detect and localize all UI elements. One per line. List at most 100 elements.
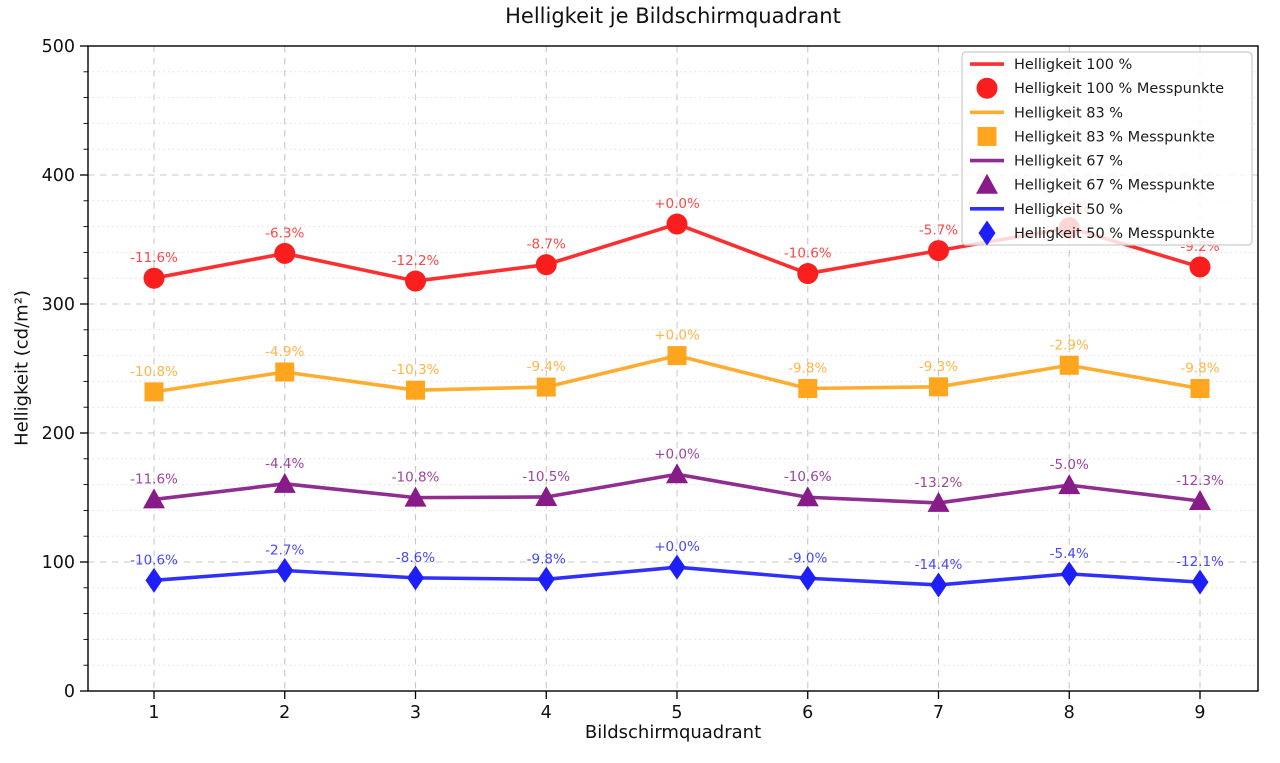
data-point-label: -2.7% bbox=[265, 543, 304, 559]
x-tick-label: 8 bbox=[1064, 703, 1075, 723]
data-point-marker bbox=[1058, 474, 1081, 495]
data-point-marker bbox=[406, 380, 425, 400]
data-point-label: -5.4% bbox=[1050, 546, 1089, 562]
data-point-marker bbox=[796, 486, 819, 507]
x-tick-label: 9 bbox=[1194, 703, 1205, 723]
data-point-marker bbox=[1059, 355, 1079, 375]
data-point-label: -10.6% bbox=[784, 469, 832, 485]
data-point-marker bbox=[274, 242, 296, 264]
data-point-label: -9.4% bbox=[527, 359, 566, 375]
data-point-label: +0.0% bbox=[654, 328, 700, 344]
x-tick-label: 4 bbox=[541, 703, 552, 723]
data-point-label: -9.8% bbox=[1180, 360, 1219, 376]
data-point-label: -10.8% bbox=[392, 470, 440, 486]
data-point-marker bbox=[929, 377, 948, 397]
data-point-marker bbox=[535, 485, 558, 506]
data-point-marker bbox=[404, 486, 427, 507]
data-point-marker bbox=[928, 240, 949, 262]
data-point-label: -4.9% bbox=[265, 344, 304, 360]
data-point-label: -9.8% bbox=[788, 360, 827, 376]
data-point-label: -8.6% bbox=[396, 550, 435, 566]
data-point-marker bbox=[537, 566, 555, 592]
data-point-label: -4.4% bbox=[265, 456, 304, 472]
data-point-label: -12.2% bbox=[392, 253, 440, 269]
data-point-marker bbox=[1189, 256, 1211, 278]
legend-marker-sample bbox=[976, 173, 998, 194]
data-point-marker bbox=[407, 565, 424, 591]
data-point-label: -8.7% bbox=[527, 237, 566, 253]
legend: Helligkeit 100 % Helligkeit 100 % Messpun… bbox=[961, 51, 1253, 246]
data-point-marker bbox=[143, 488, 165, 509]
data-point-marker bbox=[798, 378, 818, 398]
plot-border bbox=[87, 45, 1259, 692]
data-point-label: -5.0% bbox=[1050, 457, 1089, 473]
data-point-marker bbox=[535, 254, 557, 276]
data-point-marker bbox=[143, 267, 165, 289]
data-point-label: -2.9% bbox=[1050, 337, 1089, 353]
data-point-marker bbox=[144, 382, 164, 402]
y-tick-label: 400 bbox=[42, 166, 75, 186]
x-tick-label: 5 bbox=[671, 703, 682, 723]
legend-item-label: Helligkeit 100 % bbox=[1014, 57, 1132, 73]
data-point-label: -10.8% bbox=[130, 364, 178, 380]
data-point-label: -12.1% bbox=[1176, 554, 1224, 570]
legend-marker-sample bbox=[976, 77, 998, 99]
data-point-marker bbox=[799, 565, 817, 591]
y-axis-label: Helligkeit (cd/m²) bbox=[11, 290, 33, 446]
data-point-label: +0.0% bbox=[654, 446, 700, 462]
data-point-marker bbox=[927, 491, 950, 512]
x-tick-label: 7 bbox=[933, 703, 944, 723]
data-point-marker bbox=[275, 362, 295, 382]
data-point-marker bbox=[666, 213, 688, 235]
data-point-label: -9.3% bbox=[919, 359, 958, 375]
data-point-marker bbox=[536, 377, 556, 397]
data-point-label: -14.4% bbox=[915, 557, 963, 573]
data-point-label: +0.0% bbox=[654, 196, 700, 212]
data-point-marker bbox=[1060, 561, 1078, 587]
y-tick-label: 300 bbox=[42, 295, 75, 315]
data-point-marker bbox=[668, 554, 686, 580]
data-point-marker bbox=[1191, 569, 1209, 595]
data-point-marker bbox=[797, 263, 819, 285]
x-axis-label: Bildschirmquadrant bbox=[584, 722, 762, 743]
data-point-marker bbox=[667, 346, 687, 366]
legend-item-label: Helligkeit 83 % bbox=[1014, 105, 1123, 121]
legend-marker-sample bbox=[977, 126, 997, 146]
data-point-label: -9.0% bbox=[788, 550, 827, 566]
data-point-marker bbox=[273, 472, 296, 493]
data-point-label: -10.3% bbox=[392, 362, 440, 378]
data-point-label: -10.6% bbox=[784, 246, 832, 262]
x-tick-label: 6 bbox=[802, 703, 813, 723]
data-point-marker bbox=[405, 270, 426, 292]
data-point-label: -10.6% bbox=[130, 552, 178, 568]
data-point-marker bbox=[930, 572, 947, 598]
data-point-label: -12.3% bbox=[1176, 473, 1224, 489]
data-point-label: -13.2% bbox=[915, 475, 963, 491]
data-point-label: +0.0% bbox=[654, 539, 700, 555]
data-point-label: -9.8% bbox=[527, 551, 566, 567]
y-tick-label: 200 bbox=[42, 424, 75, 444]
x-tick-label: 2 bbox=[279, 703, 290, 723]
y-tick-label: 100 bbox=[42, 553, 75, 573]
x-tick-label: 3 bbox=[410, 703, 421, 723]
legend-marker-sample bbox=[978, 220, 996, 246]
legend-item-label: Helligkeit 67 % Messpunkte bbox=[1014, 178, 1215, 194]
data-point-label: -10.5% bbox=[522, 469, 570, 485]
legend-item-label: Helligkeit 50 % Messpunkte bbox=[1014, 226, 1215, 242]
data-point-label: -11.6% bbox=[130, 250, 178, 266]
legend-item-label: Helligkeit 50 % bbox=[1014, 202, 1123, 218]
y-tick-label: 500 bbox=[42, 37, 75, 57]
x-tick-label: 1 bbox=[148, 703, 159, 723]
data-point-marker bbox=[666, 463, 688, 484]
data-point-label: -5.7% bbox=[919, 223, 958, 239]
data-point-label: -6.3% bbox=[265, 225, 304, 241]
data-point-label: -11.6% bbox=[130, 471, 178, 487]
legend-item-label: Helligkeit 100 % Messpunkte bbox=[1014, 81, 1224, 97]
legend-box bbox=[961, 51, 1253, 246]
data-point-marker bbox=[1189, 489, 1211, 510]
legend-item-label: Helligkeit 67 % bbox=[1014, 154, 1123, 170]
chart-title: Helligkeit je Bildschirmquadrant bbox=[505, 4, 841, 28]
data-point-marker bbox=[276, 558, 294, 584]
